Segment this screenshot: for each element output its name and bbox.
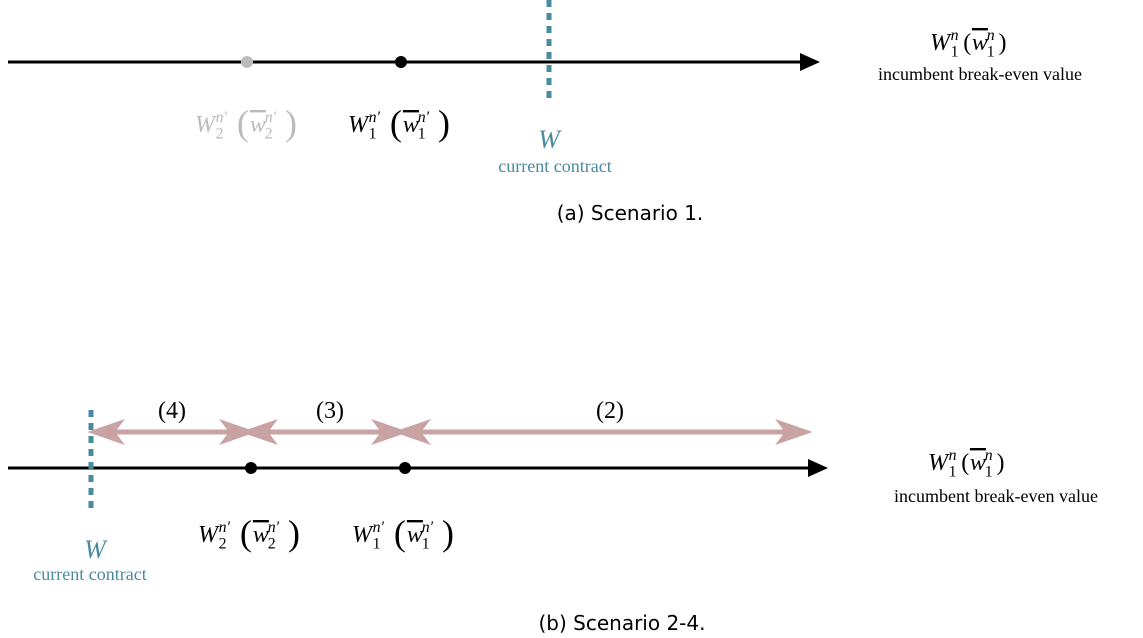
superscript: n [985, 447, 993, 464]
subscript: 1 [418, 126, 426, 143]
paren: ( [240, 513, 252, 553]
superscript: n [951, 27, 959, 44]
paren: ( [394, 513, 406, 553]
subscript: 1 [373, 536, 381, 553]
subscript: 2 [265, 126, 273, 143]
math-var: w [972, 30, 988, 56]
math-var: W [198, 522, 220, 548]
contract-symbol: W [84, 535, 108, 564]
superscript: n′ [265, 109, 277, 126]
math-var: W [928, 450, 950, 476]
range-label: (3) [316, 398, 344, 424]
math-var: W [930, 30, 952, 56]
subscript: 2 [268, 536, 276, 553]
point [399, 462, 411, 474]
paren: ) [998, 30, 1006, 56]
range-label: (4) [158, 398, 186, 424]
subscript: 1 [422, 536, 430, 553]
paren: ) [996, 450, 1004, 476]
axis-arrow [800, 53, 820, 71]
point [245, 462, 257, 474]
paren: ( [237, 103, 249, 143]
subscript: 2 [216, 126, 224, 143]
range-label: (2) [596, 398, 624, 424]
superscript: n [949, 447, 957, 464]
superscript: n′ [422, 519, 434, 536]
axis-arrow [808, 459, 828, 477]
caption: (a) Scenario 1. [557, 201, 704, 225]
range-arrows [87, 418, 813, 446]
point [241, 56, 253, 68]
subscript: 1 [951, 44, 959, 61]
math-var: W [352, 522, 374, 548]
superscript: n [987, 27, 995, 44]
subscript: 2 [219, 536, 227, 553]
subscript: 1 [987, 44, 995, 61]
paren: ( [963, 30, 971, 56]
math-var: w [407, 522, 423, 548]
paren: ) [438, 103, 450, 143]
math-var: w [970, 450, 986, 476]
subscript: 1 [369, 126, 377, 143]
subscript: 1 [985, 464, 993, 481]
paren: ( [961, 450, 969, 476]
contract-symbol: W [538, 125, 562, 154]
axis-label: incumbent break-even value [878, 64, 1082, 84]
point [395, 56, 407, 68]
superscript: n′ [369, 109, 381, 126]
superscript: n′ [216, 109, 228, 126]
math-var: W [195, 112, 217, 138]
paren: ) [442, 513, 454, 553]
superscript: n′ [219, 519, 231, 536]
subscript: 1 [949, 464, 957, 481]
superscript: n′ [268, 519, 280, 536]
math-var: W [348, 112, 370, 138]
superscript: n′ [373, 519, 385, 536]
paren: ) [288, 513, 300, 553]
contract-label: current contract [33, 564, 146, 584]
superscript: n′ [418, 109, 430, 126]
math-var: w [250, 112, 266, 138]
math-var: w [253, 522, 269, 548]
math-var: w [403, 112, 419, 138]
paren: ( [390, 103, 402, 143]
caption: (b) Scenario 2-4. [539, 611, 706, 635]
axis-label: incumbent break-even value [894, 486, 1098, 506]
paren: ) [285, 103, 297, 143]
contract-label: current contract [498, 156, 611, 176]
